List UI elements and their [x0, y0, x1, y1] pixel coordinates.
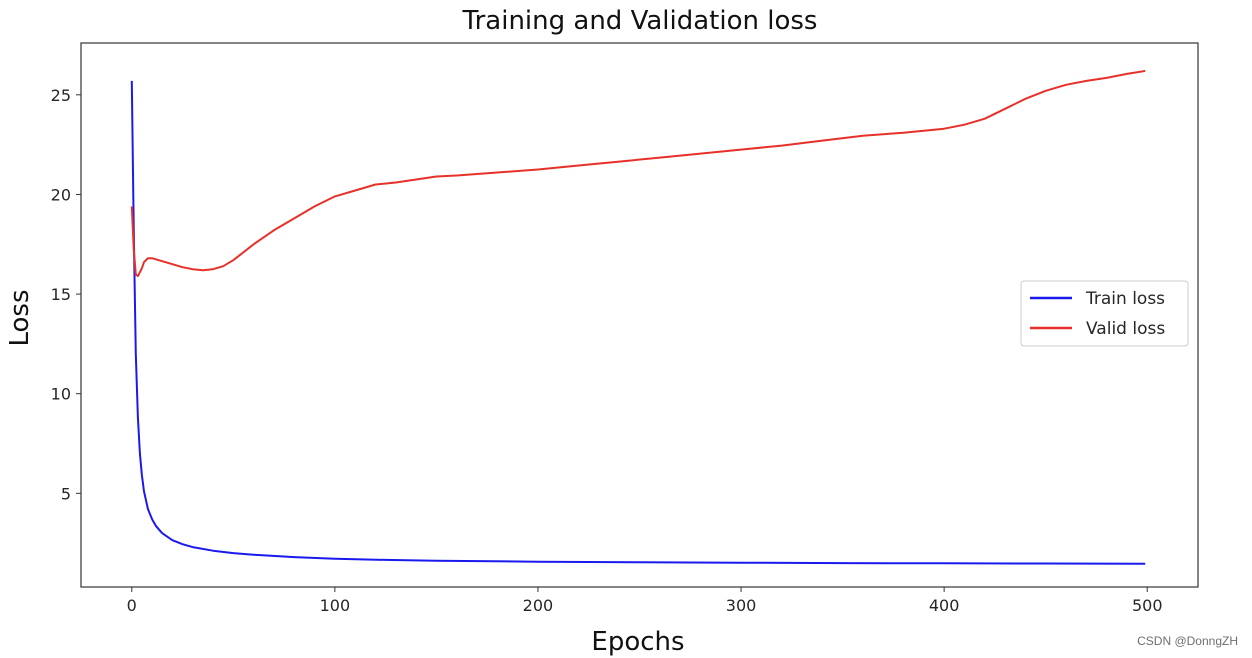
y-axis-label: Loss — [5, 289, 35, 346]
legend-label-valid: Valid loss — [1086, 319, 1165, 339]
chart-title: Training and Validation loss — [462, 6, 818, 36]
watermark: CSDN @DonngZH — [1137, 634, 1238, 648]
x-tick-label: 100 — [320, 596, 351, 615]
series-line-train-loss — [130, 80, 1146, 565]
x-tick-label: 400 — [929, 596, 960, 615]
y-tick-label: 25 — [51, 86, 71, 105]
legend-label-train: Train loss — [1085, 289, 1165, 309]
legend: Train loss Valid loss — [1020, 280, 1189, 347]
y-tick-label: 5 — [61, 484, 71, 503]
x-axis-label: Epochs — [591, 627, 684, 657]
y-tick-label: 20 — [51, 185, 71, 204]
plot-area — [130, 69, 1146, 565]
x-tick-label: 500 — [1132, 596, 1163, 615]
y-tick-label: 10 — [51, 385, 71, 404]
x-tick-label: 300 — [726, 596, 757, 615]
x-axis: 0 100 200 300 400 500 — [127, 587, 1163, 615]
plot-frame — [80, 42, 1199, 588]
series-line-valid-loss — [130, 69, 1146, 278]
x-tick-label: 200 — [523, 596, 554, 615]
y-axis: 5 10 15 20 25 — [51, 86, 81, 503]
y-tick-label: 15 — [51, 285, 71, 304]
x-tick-label: 0 — [127, 596, 137, 615]
